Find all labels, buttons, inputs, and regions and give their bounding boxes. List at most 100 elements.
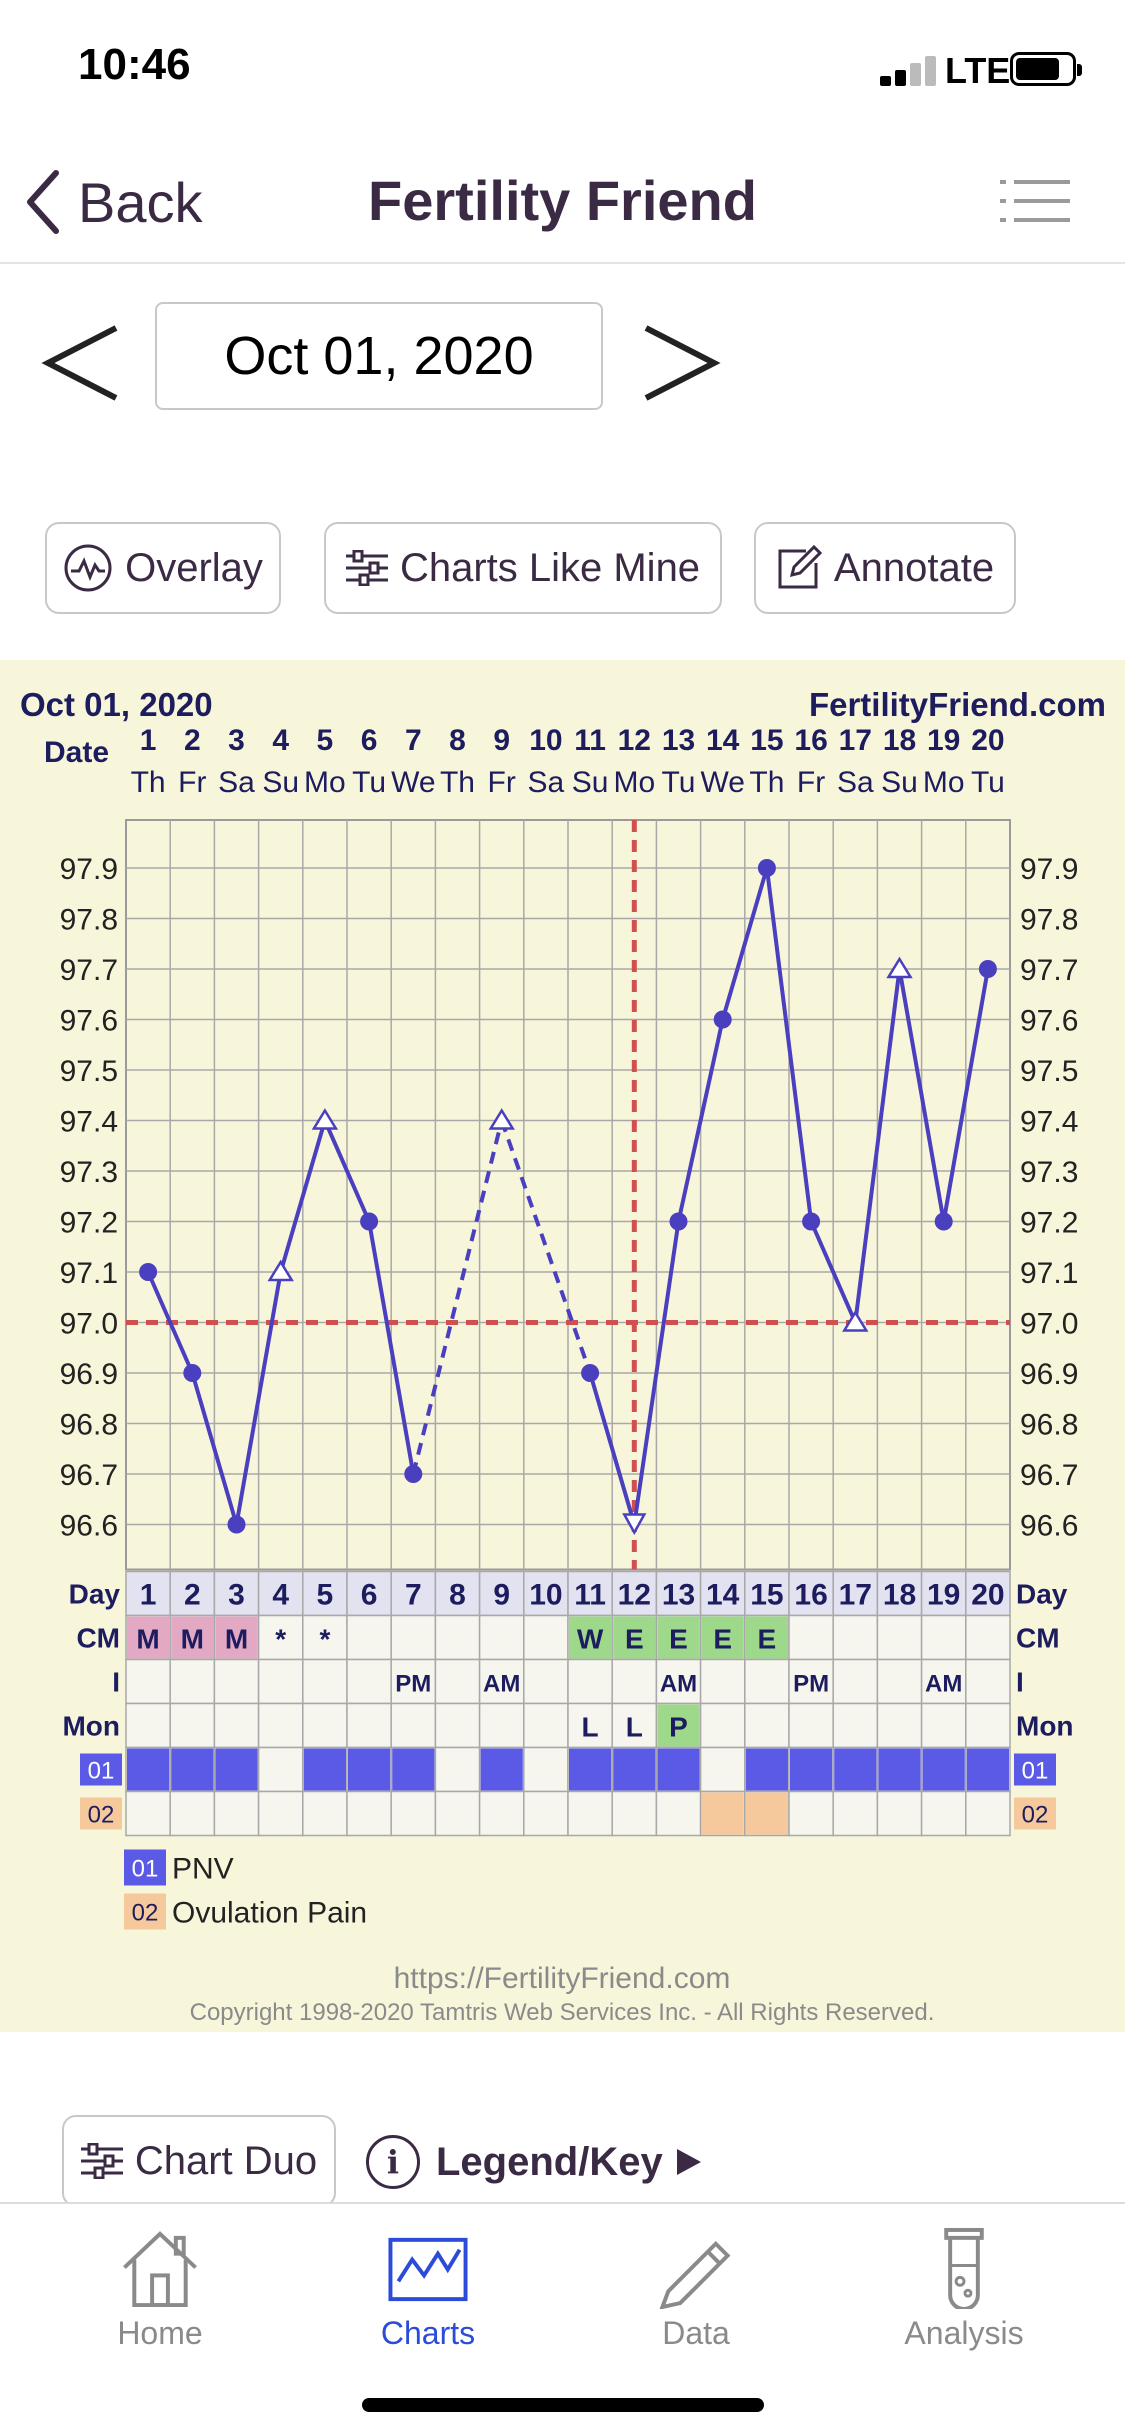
temperature-segment	[190, 1372, 239, 1526]
code-label-box-right	[1014, 1753, 1056, 1786]
temperature-point	[757, 859, 776, 877]
weekday-label: Sa	[528, 766, 565, 799]
table-cell	[434, 1790, 481, 1837]
overlay-button[interactable]: Overlay	[45, 522, 281, 614]
y-tick-left: 97.4	[60, 1106, 118, 1139]
tab-analysis[interactable]: Analysis	[864, 2202, 1064, 2352]
temperature-point	[227, 1515, 246, 1534]
day-number: 6	[361, 1579, 378, 1612]
date-number: 12	[618, 724, 651, 757]
code-label-box-left	[80, 1797, 122, 1830]
table-cell	[788, 1702, 834, 1749]
code-label-box-right	[1014, 1797, 1056, 1830]
table-cell	[744, 1658, 790, 1705]
date-number: 18	[883, 724, 916, 757]
date-number: 13	[662, 724, 695, 757]
cm-cell-fill	[171, 1616, 214, 1659]
temperature-segment	[367, 1221, 416, 1475]
temperature-point	[978, 960, 997, 978]
pencil-icon	[659, 2240, 731, 2309]
y-tick-right: 97.5	[1020, 1055, 1078, 1088]
y-tick-left: 96.7	[60, 1459, 118, 1492]
y-tick-left: 96.8	[60, 1409, 118, 1442]
table-cell	[523, 1790, 569, 1837]
y-tick-right: 96.9	[1020, 1358, 1078, 1391]
chart-site: FertilityFriend.com	[809, 686, 1106, 723]
temperature-segment	[411, 1120, 504, 1475]
y-tick-left: 97.9	[60, 853, 118, 886]
tab-charts[interactable]: Charts	[328, 2202, 528, 2352]
chart-date: Oct 01, 2020	[20, 686, 213, 723]
table-cell	[523, 1746, 569, 1793]
row-label-left: I	[112, 1667, 120, 1698]
temperature-segment	[146, 1271, 195, 1374]
tab-data[interactable]: Data	[596, 2202, 796, 2352]
legend-label: Ovulation Pain	[172, 1897, 367, 1930]
network-label: LTE	[945, 50, 1011, 91]
temperature-point-open	[622, 1513, 647, 1536]
previous-date-button[interactable]	[40, 318, 126, 408]
date-number: 17	[839, 724, 872, 757]
table-cell	[655, 1570, 702, 1617]
legend-key-label: Legend/Key	[436, 2139, 663, 2184]
tab-home[interactable]: Home	[60, 2202, 260, 2352]
cm-cell-fill	[613, 1616, 656, 1659]
table-cell	[302, 1570, 348, 1617]
y-tick-left: 97.3	[60, 1156, 118, 1189]
pnv-cell	[569, 1748, 612, 1791]
next-date-button[interactable]	[636, 318, 722, 408]
table-cell	[346, 1702, 392, 1749]
table-cell	[169, 1790, 216, 1837]
day-number: 20	[971, 1579, 1004, 1612]
table-cell	[920, 1614, 967, 1661]
date-display[interactable]: Oct 01, 2020	[155, 302, 603, 410]
status-bar: 10:46 LTE	[0, 0, 1125, 140]
chart-duo-button[interactable]: Chart Duo	[62, 2115, 336, 2207]
table-cell	[920, 1570, 967, 1617]
pnv-cell	[480, 1748, 523, 1791]
table-cell	[523, 1658, 569, 1705]
row-label-left: Day	[69, 1579, 121, 1610]
charts-like-mine-button[interactable]: Charts Like Mine	[324, 522, 722, 614]
cm-value: E	[669, 1624, 688, 1655]
table-cell	[213, 1702, 260, 1749]
day-number: 3	[228, 1579, 245, 1612]
row-label-right: Day	[1016, 1579, 1068, 1610]
cm-value: *	[319, 1624, 330, 1655]
y-tick-left: 97.5	[60, 1055, 118, 1088]
table-cell	[390, 1570, 437, 1617]
date-number: 7	[405, 724, 422, 757]
pnv-cell	[303, 1748, 346, 1791]
day-number: 4	[272, 1579, 289, 1612]
battery-icon	[1010, 52, 1082, 86]
sliders-icon	[345, 550, 388, 586]
chart-svg: Oct 01, 2020 FertilityFriend.com Date 1 T…	[0, 660, 1125, 2032]
temperature-segment	[588, 1372, 637, 1526]
table-cell	[257, 1746, 304, 1793]
legend-key-button[interactable]: i Legend/Key	[366, 2132, 701, 2192]
temperature-segment	[941, 968, 990, 1222]
table-cell	[523, 1570, 569, 1617]
y-tick-right: 97.9	[1020, 853, 1078, 886]
back-button[interactable]: Back	[22, 162, 203, 242]
date-number: 6	[361, 724, 378, 757]
table-cell	[390, 1790, 437, 1837]
table-cell	[876, 1790, 923, 1837]
table-cell	[213, 1570, 260, 1617]
y-tick-right: 96.7	[1020, 1459, 1078, 1492]
pnv-cell	[790, 1748, 833, 1791]
day-number: 9	[493, 1579, 510, 1612]
menu-list-icon[interactable]	[1000, 176, 1070, 226]
table-cell	[965, 1790, 1011, 1837]
weekday-label: Tu	[971, 766, 1005, 799]
date-number: 10	[529, 724, 562, 757]
annotate-button[interactable]: Annotate	[754, 522, 1016, 614]
y-tick-left: 97.2	[60, 1207, 118, 1240]
day-number: 13	[662, 1579, 695, 1612]
day-number: 8	[449, 1579, 466, 1612]
legend-swatch	[124, 1893, 166, 1930]
sliders-icon	[80, 2143, 123, 2179]
overlay-icon	[64, 544, 112, 592]
day-number: 11	[574, 1579, 606, 1612]
table-cell	[169, 1658, 216, 1705]
